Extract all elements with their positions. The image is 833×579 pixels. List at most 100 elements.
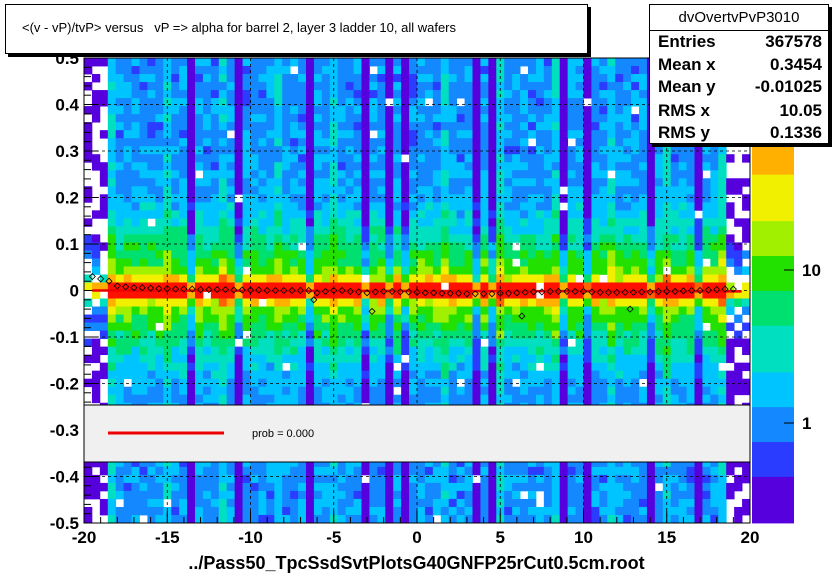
heatmap-cell	[393, 178, 402, 187]
heatmap-cell	[686, 162, 695, 171]
heatmap-cell	[195, 482, 204, 492]
heatmap-cell	[670, 490, 680, 500]
heatmap-cell	[409, 274, 418, 283]
heatmap-cell	[337, 330, 347, 340]
heatmap-cell	[583, 346, 592, 356]
heatmap-cell	[290, 194, 299, 203]
heatmap-cell	[377, 58, 386, 67]
heatmap-cell	[710, 250, 719, 259]
heatmap-cell	[520, 82, 529, 91]
heatmap-cell	[179, 98, 188, 107]
heatmap-cell	[424, 274, 434, 283]
heatmap-cell	[726, 234, 735, 243]
heatmap-cell	[543, 274, 553, 283]
heatmap-cell	[742, 322, 751, 331]
heatmap-cell	[226, 498, 236, 508]
heatmap-cell	[512, 474, 521, 484]
heatmap-cell	[313, 354, 323, 364]
heatmap-cell	[456, 186, 465, 195]
heatmap-cell	[155, 274, 164, 283]
heatmap-cell	[409, 194, 418, 203]
heatmap-cell	[631, 226, 640, 235]
heatmap-cell	[448, 138, 458, 147]
heatmap-cell	[543, 170, 553, 179]
heatmap-cell	[432, 122, 442, 131]
heatmap-cell	[123, 498, 132, 508]
heatmap-cell	[559, 498, 569, 508]
heatmap-cell	[131, 330, 140, 340]
heatmap-cell	[155, 74, 164, 83]
heatmap-cell	[123, 354, 132, 364]
heatmap-cell	[678, 202, 687, 211]
heatmap-cell	[654, 178, 664, 187]
heatmap-cell	[123, 178, 132, 187]
heatmap-cell	[448, 466, 458, 476]
heatmap-cell	[202, 90, 212, 99]
stat-row-entries: Entries 367578	[658, 32, 822, 54]
y-tick-label: -0.1	[50, 328, 79, 347]
heatmap-cell	[646, 474, 656, 484]
heatmap-cell	[337, 146, 347, 155]
heatmap-cell	[155, 482, 164, 492]
heatmap-cell	[528, 282, 537, 291]
heatmap-cell	[401, 330, 410, 340]
heatmap-cell	[290, 210, 299, 219]
heatmap-cell	[559, 266, 569, 275]
heatmap-cell	[440, 386, 450, 396]
heatmap-cell	[123, 282, 132, 291]
heatmap-cell	[599, 458, 608, 468]
profile-point	[188, 285, 196, 293]
heatmap-cell	[155, 202, 164, 211]
heatmap-cell	[290, 490, 299, 500]
heatmap-cell	[448, 306, 458, 315]
heatmap-cell	[353, 314, 362, 323]
heatmap-cell	[417, 386, 426, 396]
heatmap-cell	[559, 82, 569, 91]
heatmap-cell	[599, 58, 608, 67]
heatmap-cell	[512, 194, 521, 203]
heatmap-cell	[234, 250, 243, 259]
heatmap-cell	[377, 274, 386, 283]
heatmap-cell	[155, 122, 164, 131]
heatmap-cell	[528, 130, 537, 139]
heatmap-cell	[345, 506, 354, 516]
heatmap-cell	[155, 170, 164, 179]
heatmap-cell	[599, 354, 608, 364]
heatmap-cell	[575, 378, 584, 388]
heatmap-cell	[520, 58, 529, 67]
heatmap-cell	[195, 154, 204, 163]
heatmap-cell	[329, 106, 339, 115]
heatmap-cell	[615, 194, 624, 203]
heatmap-cell	[306, 250, 315, 259]
heatmap-cell	[417, 146, 426, 155]
heatmap-cell	[210, 466, 220, 476]
heatmap-cell	[488, 178, 497, 187]
heatmap-cell	[179, 258, 188, 267]
heatmap-cell	[393, 346, 402, 356]
heatmap-cell	[226, 482, 236, 492]
heatmap-cell	[107, 282, 117, 291]
heatmap-cell	[496, 250, 505, 259]
heatmap-cell	[139, 258, 148, 267]
heatmap-cell	[726, 210, 735, 219]
heatmap-cell	[599, 130, 608, 139]
heatmap-cell	[551, 250, 561, 259]
heatmap-cell	[131, 250, 140, 259]
heatmap-cell	[528, 154, 537, 163]
heatmap-cell	[242, 154, 251, 163]
heatmap-cell	[472, 346, 481, 356]
heatmap-cell	[377, 98, 386, 107]
heatmap-cell	[456, 482, 465, 492]
heatmap-cell	[623, 362, 632, 372]
heatmap-cell	[631, 82, 640, 91]
heatmap-cell	[282, 506, 291, 516]
heatmap-cell	[520, 218, 529, 227]
heatmap-cell	[528, 338, 537, 348]
heatmap-cell	[718, 354, 727, 364]
heatmap-cell	[551, 298, 561, 307]
heatmap-cell	[369, 314, 378, 323]
heatmap-cell	[528, 514, 537, 524]
heatmap-cell	[694, 226, 703, 235]
heatmap-cell	[84, 482, 93, 492]
heatmap-cell	[155, 138, 164, 147]
